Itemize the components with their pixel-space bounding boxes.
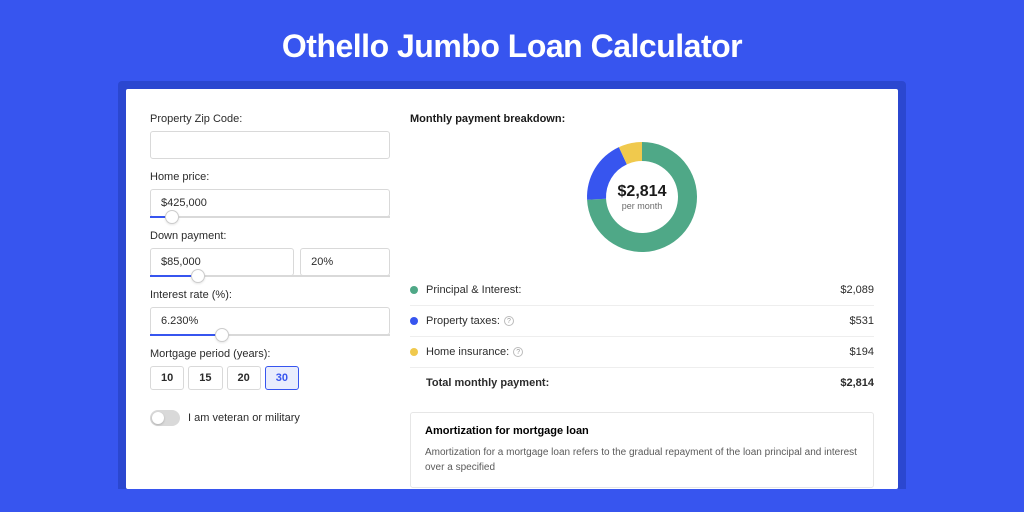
mortgage-period-options: 10152030 — [150, 366, 390, 390]
calculator-card: Property Zip Code: Home price: Down paym… — [126, 89, 898, 489]
down-payment-pct-input[interactable] — [300, 248, 390, 276]
mortgage-period-option[interactable]: 15 — [188, 366, 222, 390]
legend-label: Home insurance:? — [426, 346, 850, 358]
legend-label: Property taxes:? — [426, 315, 850, 327]
legend-value: $2,089 — [840, 284, 874, 296]
legend-row: Home insurance:?$194 — [410, 336, 874, 367]
legend-total-row: Total monthly payment:$2,814 — [410, 367, 874, 398]
breakdown-column: Monthly payment breakdown: $2,814 per mo… — [410, 113, 874, 489]
legend-row: Property taxes:?$531 — [410, 305, 874, 336]
legend: Principal & Interest:$2,089Property taxe… — [410, 275, 874, 398]
veteran-toggle-label: I am veteran or military — [188, 412, 300, 424]
veteran-toggle[interactable] — [150, 410, 180, 426]
mortgage-period-label: Mortgage period (years): — [150, 348, 390, 360]
donut-chart-wrap: $2,814 per month — [410, 137, 874, 257]
info-icon[interactable]: ? — [513, 347, 523, 357]
page-title: Othello Jumbo Loan Calculator — [0, 0, 1024, 81]
mortgage-period-option[interactable]: 30 — [265, 366, 299, 390]
legend-value: $531 — [850, 315, 874, 327]
legend-row: Principal & Interest:$2,089 — [410, 275, 874, 305]
down-payment-slider[interactable] — [150, 275, 390, 277]
down-payment-amount-input[interactable] — [150, 248, 294, 276]
zip-field-group: Property Zip Code: — [150, 113, 390, 159]
legend-dot — [410, 348, 418, 356]
legend-value: $194 — [850, 346, 874, 358]
donut-amount: $2,814 — [618, 183, 667, 201]
down-payment-label: Down payment: — [150, 230, 390, 242]
card-wrapper: Property Zip Code: Home price: Down paym… — [118, 81, 906, 489]
legend-dot — [410, 317, 418, 325]
donut-chart: $2,814 per month — [582, 137, 702, 257]
legend-dot — [410, 286, 418, 294]
amortization-card: Amortization for mortgage loan Amortizat… — [410, 412, 874, 488]
mortgage-period-option[interactable]: 20 — [227, 366, 261, 390]
breakdown-title: Monthly payment breakdown: — [410, 113, 874, 125]
veteran-toggle-row: I am veteran or military — [150, 410, 390, 426]
interest-rate-label: Interest rate (%): — [150, 289, 390, 301]
mortgage-period-field-group: Mortgage period (years): 10152030 — [150, 348, 390, 390]
legend-total-label: Total monthly payment: — [426, 377, 840, 389]
toggle-knob — [152, 412, 164, 424]
form-column: Property Zip Code: Home price: Down paym… — [150, 113, 390, 489]
zip-label: Property Zip Code: — [150, 113, 390, 125]
home-price-label: Home price: — [150, 171, 390, 183]
home-price-slider-thumb[interactable] — [165, 210, 179, 224]
interest-rate-slider-thumb[interactable] — [215, 328, 229, 342]
down-payment-slider-thumb[interactable] — [191, 269, 205, 283]
info-icon[interactable]: ? — [504, 316, 514, 326]
home-price-slider[interactable] — [150, 216, 390, 218]
interest-rate-input[interactable] — [150, 307, 390, 335]
interest-rate-slider[interactable] — [150, 334, 390, 336]
legend-label: Principal & Interest: — [426, 284, 840, 296]
donut-center: $2,814 per month — [582, 137, 702, 257]
amortization-title: Amortization for mortgage loan — [425, 425, 859, 437]
zip-input[interactable] — [150, 131, 390, 159]
home-price-field-group: Home price: — [150, 171, 390, 218]
down-payment-field-group: Down payment: — [150, 230, 390, 277]
donut-sublabel: per month — [622, 201, 663, 211]
home-price-input[interactable] — [150, 189, 390, 217]
legend-total-value: $2,814 — [840, 377, 874, 389]
amortization-text: Amortization for a mortgage loan refers … — [425, 445, 859, 475]
mortgage-period-option[interactable]: 10 — [150, 366, 184, 390]
interest-rate-field-group: Interest rate (%): — [150, 289, 390, 336]
